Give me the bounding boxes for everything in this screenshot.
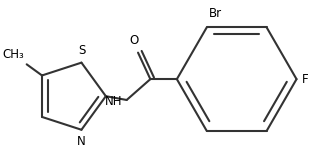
Text: NH: NH (104, 95, 122, 108)
Text: CH₃: CH₃ (2, 48, 24, 61)
Text: Br: Br (209, 7, 222, 20)
Text: F: F (302, 73, 309, 86)
Text: N: N (77, 135, 86, 148)
Text: O: O (130, 34, 139, 47)
Text: S: S (79, 44, 86, 57)
